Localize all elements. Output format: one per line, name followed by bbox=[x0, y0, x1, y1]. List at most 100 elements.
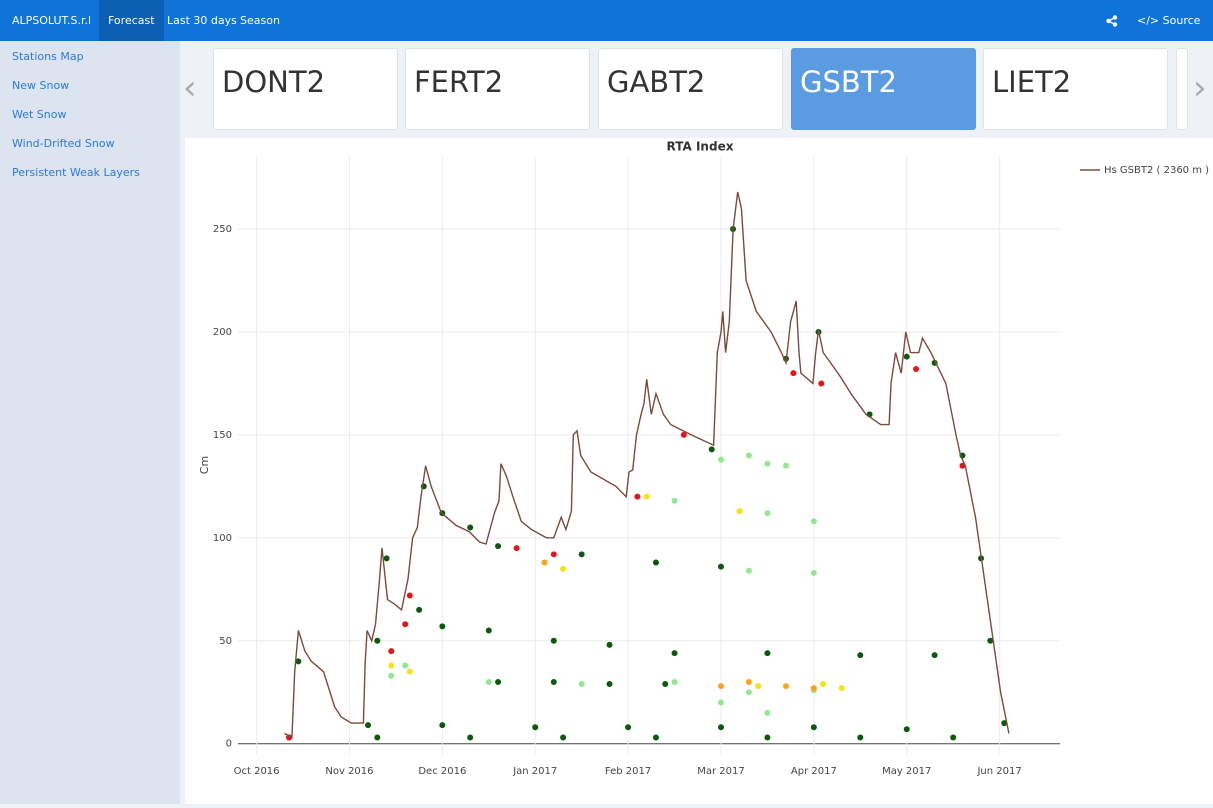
data-point bbox=[717, 724, 724, 731]
data-point bbox=[467, 524, 474, 531]
data-point bbox=[745, 689, 752, 696]
chart-panel: RTA Index Cm 0 50 100 150 200 250 Oct 2016 Nov … bbox=[185, 138, 1213, 804]
y-tick-label: 150 bbox=[213, 430, 232, 441]
brand[interactable]: ALPSOLUT.S.r.l bbox=[12, 14, 92, 27]
sidebar-link[interactable]: New Snow bbox=[12, 79, 70, 92]
station-card[interactable]: FERT2 bbox=[405, 48, 590, 130]
data-point bbox=[810, 569, 817, 576]
nav-link[interactable]: Season bbox=[240, 14, 280, 27]
y-tick-label: 50 bbox=[219, 636, 232, 647]
data-point bbox=[783, 683, 789, 690]
x-tick-label: Oct 2016 bbox=[234, 766, 280, 777]
data-point bbox=[485, 627, 492, 634]
sidebar-link[interactable]: Wind-Drifted Snow bbox=[12, 137, 115, 150]
data-point bbox=[550, 551, 557, 558]
data-point bbox=[388, 648, 395, 655]
share-icon[interactable] bbox=[1106, 15, 1118, 27]
data-point bbox=[513, 545, 520, 552]
station-card[interactable] bbox=[1176, 48, 1188, 130]
data-point bbox=[439, 722, 446, 729]
sidebar: Stations Map New Snow Wet Snow Wind-Drif… bbox=[0, 41, 180, 804]
data-point bbox=[388, 672, 395, 679]
data-point bbox=[764, 709, 771, 716]
data-point bbox=[625, 724, 632, 731]
y-tick-label: 100 bbox=[213, 533, 232, 544]
y-axis-label: Cm bbox=[198, 456, 211, 474]
top-bar: ALPSOLUT.S.r.l Forecast Last 30 days Sea… bbox=[0, 0, 1213, 68]
data-point bbox=[662, 681, 669, 688]
data-point bbox=[578, 551, 585, 558]
y-tick-label: 200 bbox=[213, 327, 232, 338]
data-point bbox=[295, 658, 302, 665]
nav-link[interactable]: Forecast bbox=[99, 0, 164, 41]
data-point bbox=[810, 685, 817, 692]
station-card[interactable]: GSBT2 bbox=[791, 48, 976, 130]
data-point bbox=[634, 493, 641, 500]
data-point bbox=[764, 510, 771, 517]
data-point bbox=[495, 678, 502, 685]
data-point bbox=[550, 637, 557, 644]
data-point bbox=[606, 681, 613, 688]
data-point bbox=[931, 652, 938, 659]
data-point bbox=[717, 699, 724, 706]
data-point bbox=[406, 592, 413, 599]
data-point bbox=[1001, 720, 1008, 727]
prev-arrow[interactable]: ‹ bbox=[183, 68, 197, 108]
data-line bbox=[284, 191, 1010, 739]
data-point bbox=[810, 724, 817, 731]
data-point bbox=[820, 681, 827, 688]
sidebar-link[interactable]: Stations Map bbox=[12, 50, 84, 63]
sidebar-link[interactable]: Wet Snow bbox=[12, 108, 67, 121]
sidebar-link[interactable]: Persistent Weak Layers bbox=[12, 166, 140, 179]
nav-link[interactable]: Last 30 days bbox=[167, 14, 237, 27]
data-point bbox=[671, 497, 678, 504]
x-tick-label: Jun 2017 bbox=[976, 766, 1021, 777]
data-point bbox=[717, 563, 724, 570]
next-arrow[interactable]: › bbox=[1193, 68, 1207, 108]
x-tick-label: Apr 2017 bbox=[791, 766, 837, 777]
x-tick-label: Mar 2017 bbox=[697, 766, 745, 777]
chart-title: RTA Index bbox=[667, 140, 734, 154]
data-point bbox=[560, 565, 567, 572]
data-point bbox=[745, 452, 752, 459]
data-point bbox=[708, 446, 715, 453]
x-tick-label: Dec 2016 bbox=[418, 766, 466, 777]
data-point bbox=[913, 366, 920, 373]
data-point bbox=[745, 678, 752, 685]
data-point bbox=[388, 662, 395, 669]
data-point bbox=[439, 623, 446, 630]
data-point bbox=[717, 683, 724, 690]
data-point bbox=[838, 685, 845, 692]
station-card[interactable]: LIET2 bbox=[983, 48, 1168, 130]
source-code-link[interactable]: </> Source Code bbox=[1137, 14, 1201, 68]
data-point bbox=[950, 734, 957, 741]
data-point bbox=[790, 370, 797, 377]
station-card[interactable]: DONT2 bbox=[213, 48, 398, 130]
data-point bbox=[643, 493, 650, 500]
y-tick-label: 250 bbox=[213, 224, 232, 235]
data-point bbox=[495, 543, 502, 550]
data-point bbox=[903, 353, 910, 360]
x-tick-label: Jan 2017 bbox=[512, 766, 557, 777]
data-point bbox=[365, 722, 372, 729]
data-point bbox=[764, 650, 771, 657]
data-point bbox=[406, 668, 413, 675]
data-point bbox=[383, 555, 390, 562]
data-point bbox=[745, 567, 752, 574]
data-point bbox=[541, 559, 548, 566]
data-point bbox=[680, 431, 687, 438]
data-point bbox=[467, 734, 474, 741]
data-point bbox=[764, 734, 771, 741]
data-point bbox=[736, 508, 743, 515]
data-point bbox=[987, 637, 994, 644]
station-card[interactable]: GABT2 bbox=[598, 48, 783, 130]
data-point bbox=[857, 652, 864, 659]
data-point bbox=[755, 683, 762, 690]
data-point bbox=[416, 606, 423, 613]
data-point bbox=[903, 726, 910, 733]
data-point bbox=[402, 621, 409, 628]
data-point bbox=[374, 637, 381, 644]
data-point bbox=[606, 641, 613, 648]
data-point bbox=[374, 734, 381, 741]
y-tick-label: 0 bbox=[226, 739, 232, 750]
